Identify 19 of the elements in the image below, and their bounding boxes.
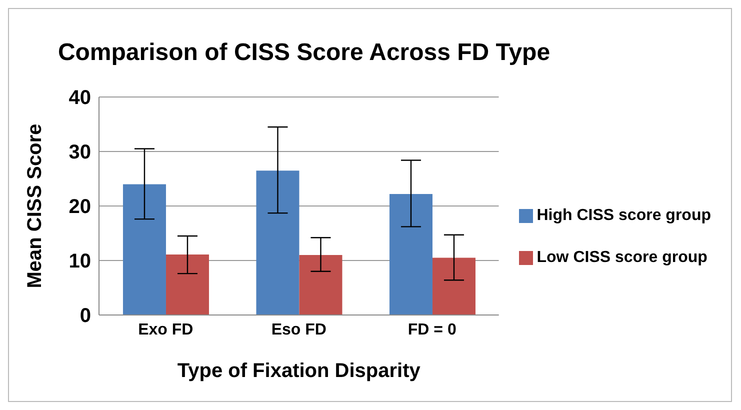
y-tick-label: 40: [68, 87, 91, 110]
chart-title: Comparison of CISS Score Across FD Type: [56, 39, 552, 67]
bar: [122, 184, 166, 315]
x-tick-label: FD = 0: [408, 321, 456, 338]
y-tick-label: 20: [68, 196, 91, 218]
y-tick-label: 10: [68, 250, 91, 273]
legend-label: High CISS score group: [536, 207, 711, 224]
legend-label: Low CISS score group: [536, 249, 708, 266]
y-axis-title: Mean CISS Score: [24, 124, 46, 288]
bar: [299, 255, 342, 315]
bar: [432, 258, 476, 315]
bar: [256, 170, 300, 315]
x-tick-label: Exo FD: [138, 321, 194, 338]
y-tick-label: 30: [68, 142, 91, 164]
x-axis-title: Type of Fixation Disparity: [177, 360, 422, 382]
bar: [389, 194, 432, 315]
bar: [166, 254, 209, 315]
y-tick-label: 0: [80, 305, 91, 328]
x-tick-label: Eso FD: [271, 321, 326, 338]
